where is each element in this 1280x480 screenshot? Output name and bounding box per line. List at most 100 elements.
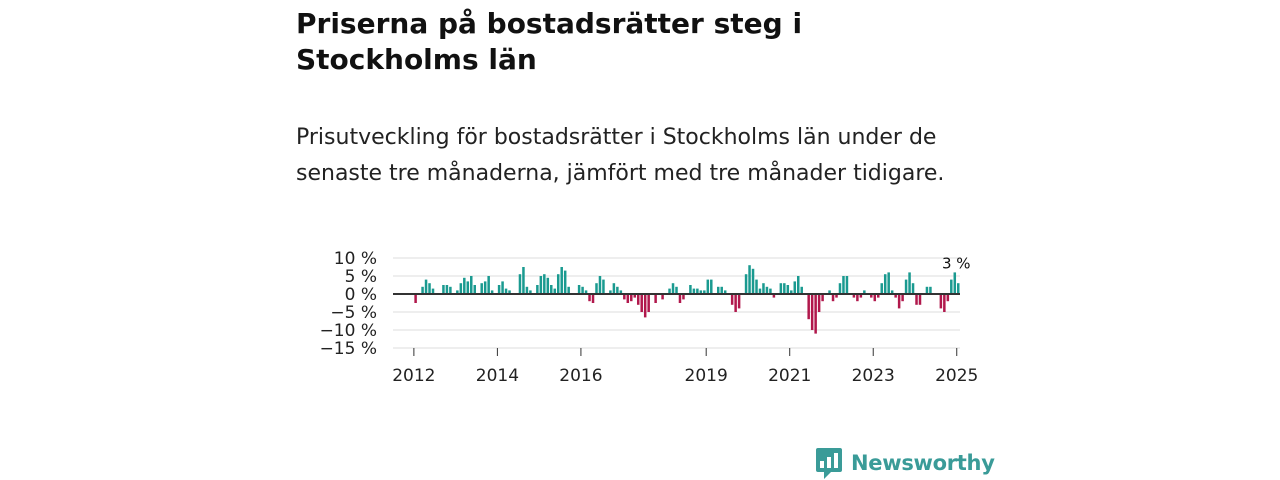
- bar: [612, 283, 616, 294]
- bar: [487, 276, 490, 294]
- bar: [671, 283, 675, 294]
- bar: [591, 294, 595, 303]
- bar: [536, 285, 539, 294]
- bar: [445, 285, 449, 294]
- bar: [630, 294, 633, 302]
- bar: [497, 285, 501, 294]
- bar: [550, 285, 553, 294]
- bar: [870, 294, 873, 298]
- bar: [821, 294, 824, 302]
- bar: [699, 290, 703, 294]
- x-axis: 2012 2014 2016 2019 2021 2023 2025: [392, 348, 978, 386]
- bar: [647, 294, 650, 312]
- bar: [654, 294, 657, 303]
- bar: [897, 294, 901, 309]
- bar: [828, 290, 831, 294]
- bar: [696, 288, 699, 294]
- x-tick-label: 2021: [768, 366, 811, 386]
- bar: [636, 294, 640, 305]
- y-tick-label: 5 %: [345, 267, 377, 287]
- bar: [490, 290, 494, 294]
- bar: [414, 294, 417, 303]
- x-tick-label: 2025: [935, 366, 978, 386]
- bar: [529, 290, 532, 294]
- bar: [894, 294, 897, 298]
- brand-name: Newsworthy: [851, 451, 995, 475]
- bar: [915, 294, 918, 305]
- bar: [943, 294, 946, 312]
- y-tick-label: −5 %: [330, 303, 377, 323]
- bar: [779, 283, 783, 294]
- bar: [887, 272, 890, 294]
- bar: [800, 286, 803, 294]
- bar: [957, 283, 960, 294]
- x-tick-label: 2019: [685, 366, 728, 386]
- bar: [588, 294, 591, 302]
- chart-title: Priserna på bostadsrätter steg i Stockho…: [296, 7, 803, 76]
- bar: [790, 290, 793, 294]
- bar: [720, 286, 723, 294]
- bar: [831, 294, 835, 302]
- bar: [710, 279, 713, 294]
- y-tick-label: −10 %: [320, 321, 377, 341]
- bar: [793, 281, 797, 294]
- bar: [814, 294, 817, 334]
- bar: [880, 283, 883, 294]
- x-tick-label: 2012: [392, 366, 435, 386]
- bar: [525, 286, 529, 294]
- bar: [939, 294, 943, 309]
- bar: [744, 274, 748, 294]
- y-tick-label: 0 %: [345, 285, 377, 305]
- bar: [473, 285, 476, 294]
- bar: [852, 294, 856, 298]
- bar: [543, 274, 546, 294]
- bar: [584, 290, 588, 294]
- bar: [682, 294, 685, 300]
- bar: [640, 294, 643, 312]
- bar: [883, 274, 887, 294]
- bar: [946, 294, 950, 302]
- bar: [483, 281, 487, 294]
- bar: [643, 294, 647, 318]
- y-tick-label: 10 %: [334, 249, 377, 269]
- bar: [762, 283, 765, 294]
- bar: [428, 283, 431, 294]
- bar: [563, 270, 567, 294]
- bar: [783, 283, 786, 294]
- bar: [633, 294, 637, 298]
- bar: [456, 290, 459, 294]
- bar: [619, 290, 623, 294]
- x-tick-label: 2014: [476, 366, 519, 386]
- bar: [431, 288, 435, 294]
- bar: [769, 288, 772, 294]
- bar: [706, 279, 710, 294]
- bar: [911, 283, 915, 294]
- bar: [678, 294, 682, 303]
- bar: [609, 290, 612, 294]
- bar: [442, 285, 445, 294]
- bar: [466, 281, 470, 294]
- bar: [901, 294, 904, 302]
- bar: [661, 294, 664, 300]
- bar: [501, 281, 504, 294]
- bar: [675, 286, 678, 294]
- bar: [890, 290, 894, 294]
- bar: [786, 285, 790, 294]
- bar: [765, 286, 769, 294]
- bar: [623, 294, 626, 300]
- bar: [463, 277, 466, 294]
- bar: [459, 283, 463, 294]
- bar: [758, 288, 762, 294]
- bar: [616, 286, 619, 294]
- bar: [480, 283, 483, 294]
- bars: [414, 265, 960, 334]
- bar: [925, 286, 929, 294]
- bar: [595, 283, 598, 294]
- bar: [838, 283, 842, 294]
- bar: [748, 265, 751, 294]
- bar: [845, 276, 849, 294]
- bar: [863, 290, 866, 294]
- bar: [626, 294, 630, 303]
- bar: [723, 290, 727, 294]
